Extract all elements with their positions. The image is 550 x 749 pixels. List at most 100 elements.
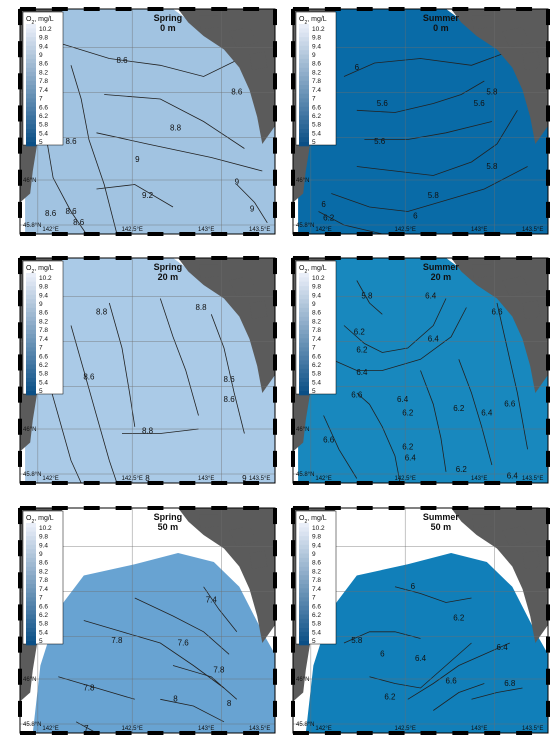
legend-label: 5 [39,388,43,395]
contour-label: 6.4 [497,643,509,652]
season-title: Summer [423,262,460,272]
legend-swatch [26,597,36,602]
legend-label: 6.2 [312,612,321,619]
border-dash [293,7,309,11]
contour-label: 6 [413,211,418,220]
legend-label: 7.8 [312,577,321,584]
contour-line [236,184,268,224]
legend-swatch [26,544,36,550]
contour-label: 8.8 [142,427,154,436]
legend-swatch [26,540,36,546]
legend-swatch [299,579,309,585]
legend-swatch [299,58,309,64]
contour-label: 5.6 [377,99,389,108]
border-dash [420,506,437,510]
contour-label: 8.6 [224,395,236,404]
legend-swatch [299,128,309,134]
legend-label: 5.4 [39,130,48,137]
legend-label: 7.4 [39,87,48,94]
legend-swatch [299,316,309,322]
border-dash [243,7,260,11]
legend-title: O2, mg/L [299,515,327,525]
legend-swatch [26,381,36,387]
depth-title: 0 m [160,23,176,33]
latitude-label: 45.8°N [296,722,314,728]
border-dash [546,700,550,717]
legend-swatch [26,636,36,641]
border-dash [293,232,309,236]
legend-label: 8.2 [312,568,321,575]
legend-label: 5 [312,139,316,146]
legend-label: 9 [312,301,316,308]
land-mass [502,276,531,297]
border-dash [546,540,550,557]
legend-swatch [299,80,309,86]
legend-label: 8.2 [39,568,48,575]
legend-swatch [299,98,309,103]
legend-swatch [26,281,36,287]
legend-swatch [26,614,36,620]
water-shade [25,258,275,483]
border-dash [291,201,295,218]
legend-swatch [26,28,36,34]
border-dash [147,481,164,485]
border-dash [211,506,228,510]
contour-label: 6.2 [453,614,465,623]
legend: O2, mg/L10.2 9.89.4 9 8.68.2 7.8 7.4 76.6 6.2 5.… [295,510,337,646]
legend-swatch [26,316,36,322]
border-dash [484,256,501,260]
legend-label: 8.6 [312,61,321,68]
longitude-label: 143.5°E [249,476,270,482]
contour-label: 6 [355,63,360,72]
legend: O2, mg/L10.2 9.89.4 9 8.68.2 7.8 7.4 76.6 6.2 5.… [22,260,64,396]
legend-swatch [26,141,36,147]
border-dash [291,258,295,275]
border-dash [388,481,405,485]
legend-label: 9.4 [39,43,48,50]
border-dash [147,731,164,735]
legend-swatch [26,557,36,563]
border-dash [546,572,550,589]
legend-swatch [299,373,309,378]
longitude-label: 142.5°E [121,476,142,482]
border-dash [243,256,260,260]
legend-label: 9.8 [39,35,48,42]
legend-swatch [299,364,309,370]
longitude-label: 142.5°E [121,726,142,732]
border-dash [420,232,437,236]
legend-label: 6.6 [39,104,48,111]
border-dash [273,137,277,154]
border-dash [18,9,22,26]
legend-label: 5 [312,638,316,645]
legend-swatch [26,45,36,51]
border-dash [324,481,341,485]
legend-swatch [299,523,309,528]
contour-label: 6.4 [428,334,440,343]
legend-swatch [26,80,36,86]
legend-label: 9.8 [312,284,321,291]
legend-swatch [26,50,36,55]
contour-line [356,80,485,113]
legend-label: 9.4 [39,542,48,549]
border-dash [18,201,22,218]
longitude-label: 142.5°E [394,726,415,732]
legend-swatch [26,579,36,585]
season-title: Spring [154,13,183,23]
legend-swatch [299,540,309,546]
legend-label: 5.8 [39,122,48,129]
legend-swatch [26,631,36,637]
legend-label: 7 [312,96,316,103]
contour-label: 9 [242,474,247,483]
depth-title: 20 m [158,272,179,282]
border-dash [18,258,22,275]
border-dash [356,506,373,510]
depth-title: 50 m [431,522,452,532]
contour-label: 6.6 [491,307,503,316]
contour-label: 8 [227,699,232,708]
border-dash [273,418,277,435]
legend-swatch [299,614,309,620]
legend-label: 6.6 [39,603,48,610]
legend-swatch [299,588,309,594]
legend-swatch [26,93,36,99]
border-dash [18,105,22,122]
